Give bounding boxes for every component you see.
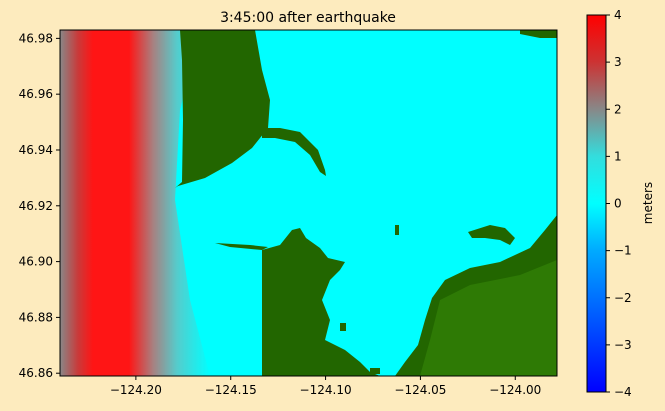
colorbar-tick-label: 1: [614, 149, 622, 163]
island: [340, 323, 346, 331]
y-tick-label: 46.96: [19, 87, 53, 101]
colorbar-label: meters: [641, 182, 655, 224]
colorbar-tick-label: −1: [614, 244, 632, 258]
x-tick-label: −124.05: [394, 383, 446, 397]
plot-area: [60, 30, 557, 376]
y-tick-label: 46.90: [19, 255, 53, 269]
island: [395, 225, 399, 235]
colorbar-tick-label: −3: [614, 338, 632, 352]
land-north-peninsula: [175, 30, 270, 188]
colorbar-tick-label: −4: [614, 385, 632, 399]
plot-frame: [59, 29, 558, 377]
colorbar-tick-label: −2: [614, 291, 632, 305]
land-northeast-corner: [520, 30, 557, 38]
land-southeast-hook: [468, 225, 515, 245]
land-south-spit: [215, 243, 268, 250]
wave-band-gradient: [60, 30, 210, 376]
colorbar-tick-label: 3: [614, 55, 622, 69]
colorbar-scale: [586, 14, 607, 393]
x-axis: −124.20 −124.15 −124.10 −124.05 −124.00: [110, 376, 541, 397]
colorbar: −4 −3 −2 −1 0 1 2 3 4 meters: [586, 8, 655, 399]
x-tick-label: −124.20: [110, 383, 162, 397]
land-southeast-slope: [420, 260, 557, 376]
island: [370, 368, 380, 374]
colorbar-ticks: −4 −3 −2 −1 0 1 2 3 4: [606, 8, 632, 399]
land-south-peninsula: [262, 228, 380, 376]
colorbar-tick-label: 0: [614, 197, 622, 211]
colorbar-tick-label: 2: [614, 102, 622, 116]
y-axis: 46.86 46.88 46.90 46.92 46.94 46.96 46.98: [19, 31, 60, 380]
land-north-spit: [262, 128, 326, 176]
x-tick-label: −124.15: [205, 383, 257, 397]
y-tick-label: 46.98: [19, 31, 53, 45]
x-tick-label: −124.10: [300, 383, 352, 397]
chart-title: 3:45:00 after earthquake: [220, 10, 396, 26]
y-tick-label: 46.86: [19, 366, 53, 380]
colorbar-tick-label: 4: [614, 8, 622, 22]
y-tick-label: 46.88: [19, 310, 53, 324]
x-tick-label: −124.00: [489, 383, 541, 397]
y-tick-label: 46.92: [19, 199, 53, 213]
y-tick-label: 46.94: [19, 143, 53, 157]
